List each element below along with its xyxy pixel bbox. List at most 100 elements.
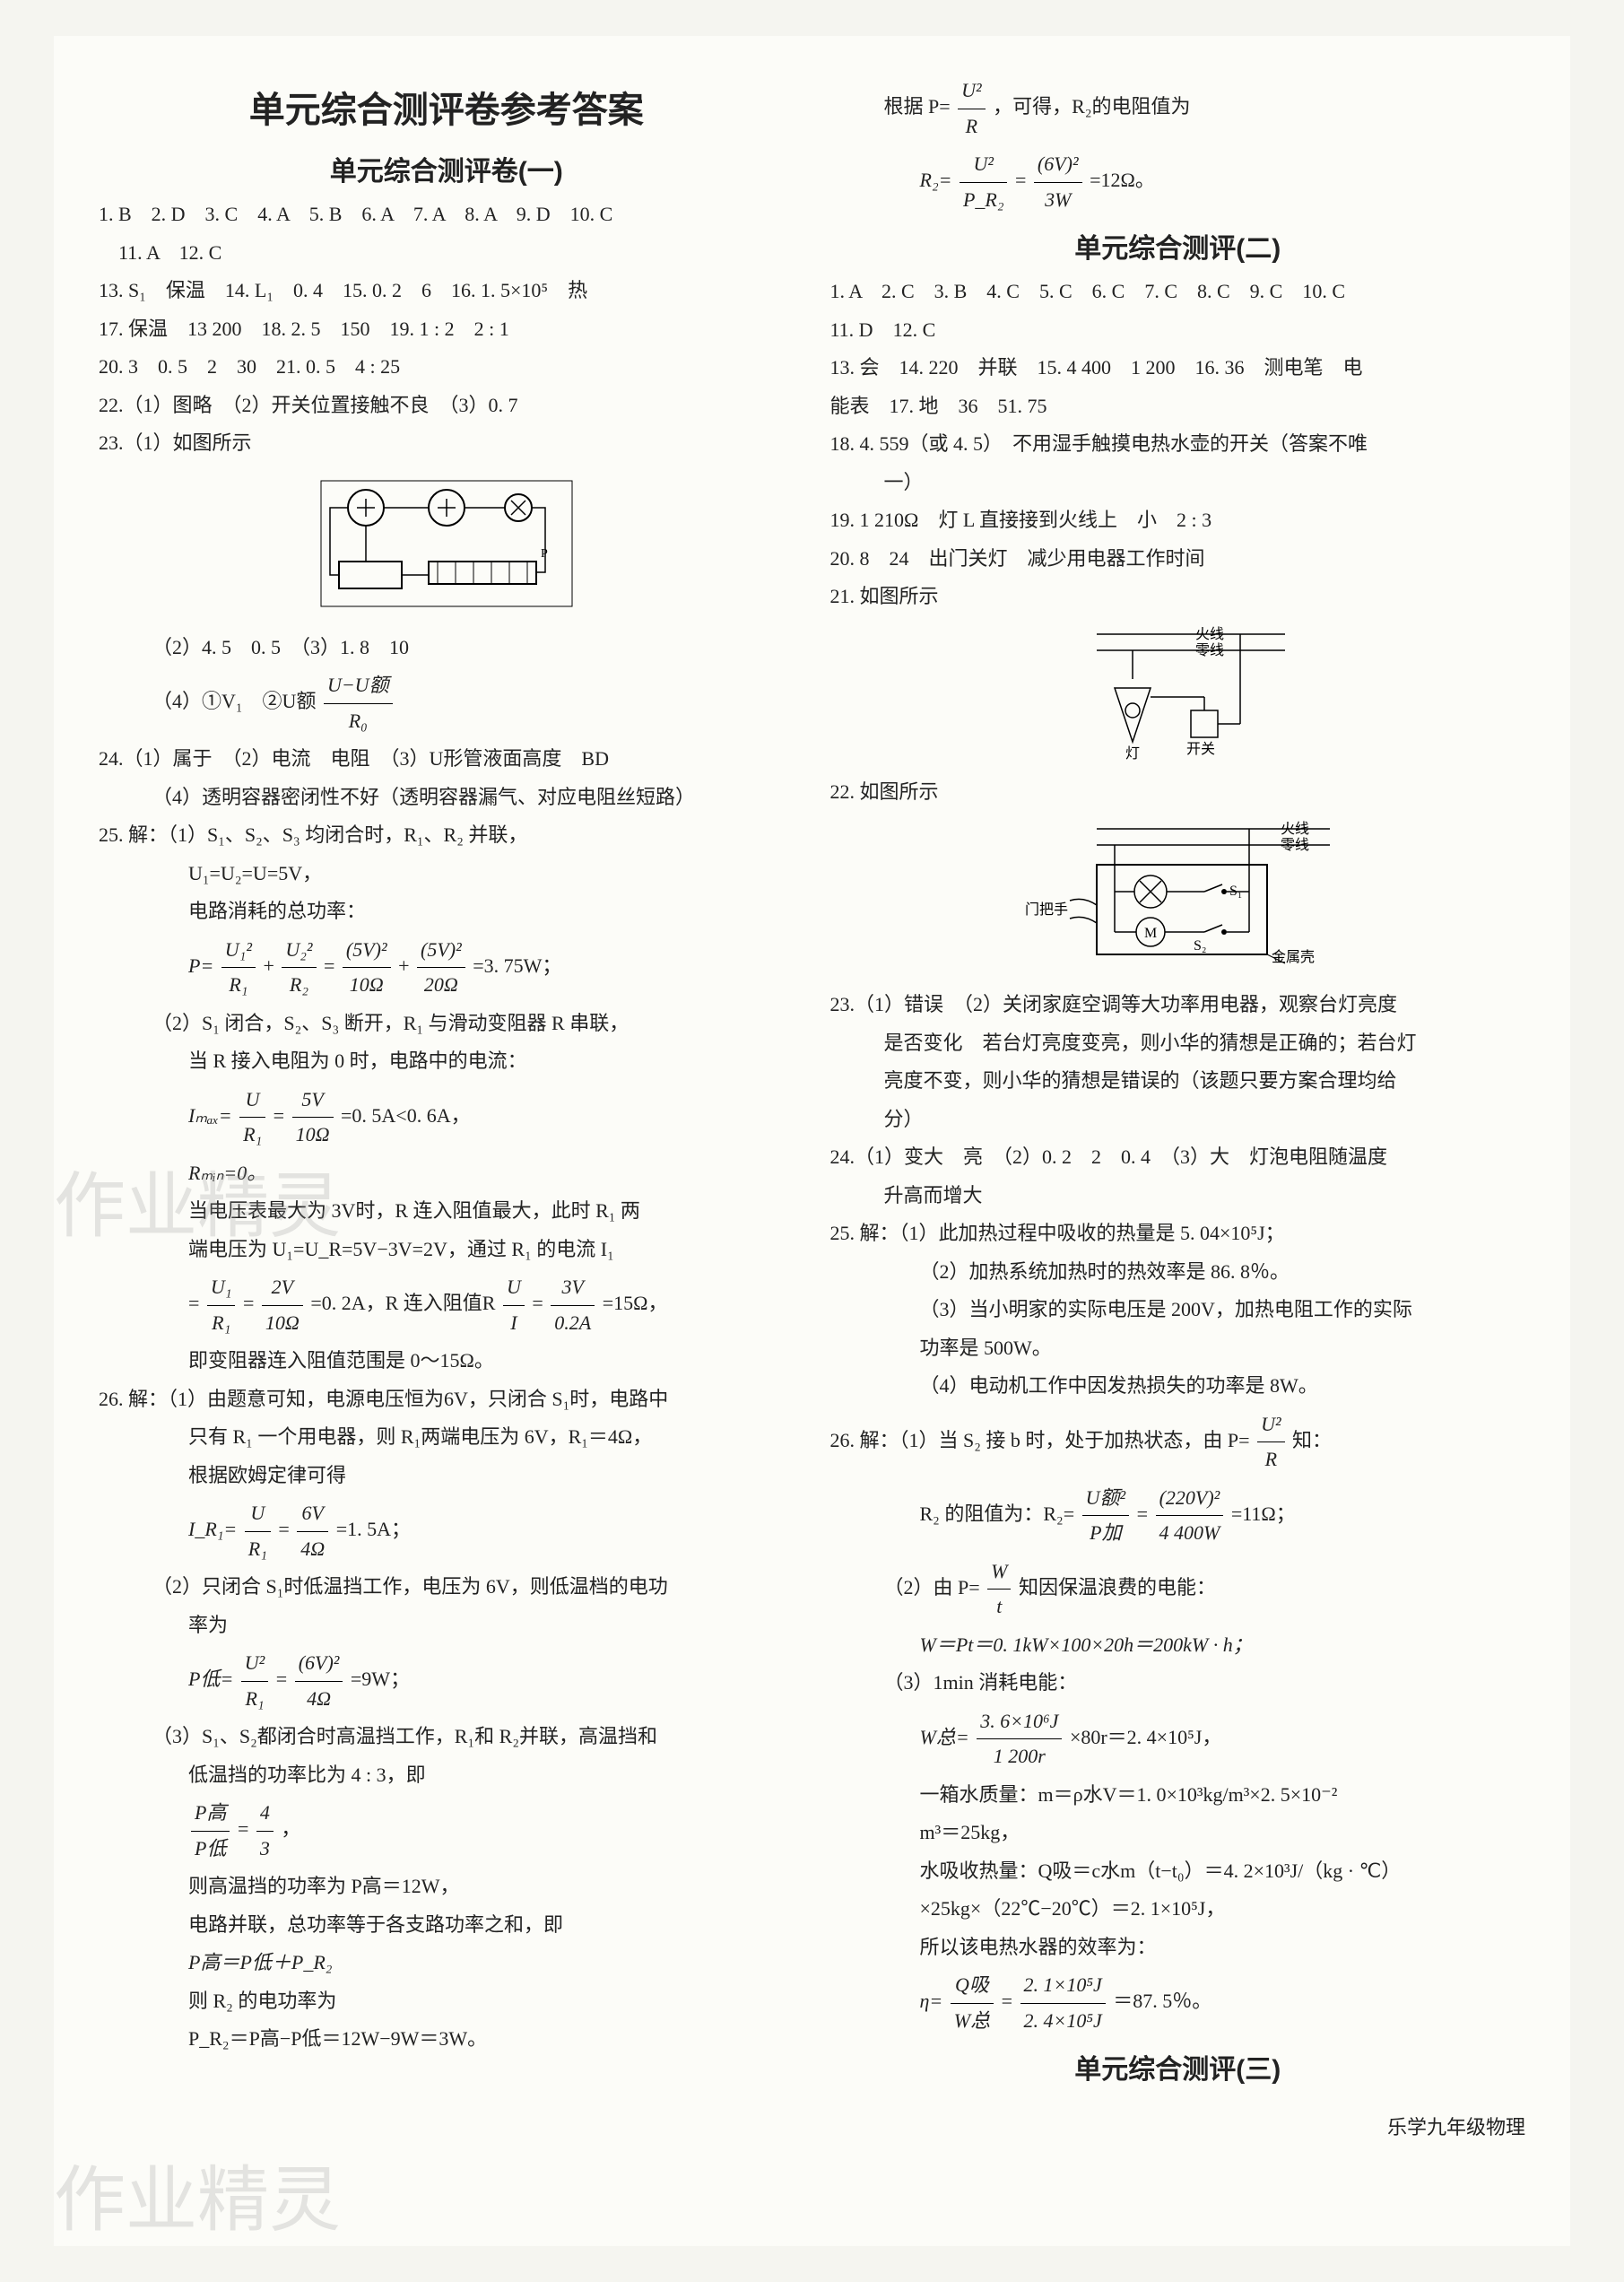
fraction: 2V10Ω xyxy=(262,1270,303,1340)
text: η= xyxy=(920,1990,943,2012)
text: = xyxy=(188,1292,199,1314)
text-line: 分） xyxy=(830,1102,1526,1137)
denominator: R₁ xyxy=(207,1306,236,1341)
text: （4）①V₁ ②U额 xyxy=(152,690,316,712)
text-line: （2）S₁ 闭合，S₂、S₃ 断开，R₁ 与滑动变阻器 R 串联， xyxy=(99,1006,795,1041)
text: W总= xyxy=(920,1726,969,1748)
text-line: （2）只闭合 S₁时低温挡工作，电压为 6V，则低温档的电功 xyxy=(99,1570,795,1605)
fraction: (6V)²4Ω xyxy=(295,1646,343,1716)
circuit-figure-3: 火线 零线 门把手 M S₁ S₂ xyxy=(830,820,1526,977)
fraction: Wt xyxy=(987,1555,1011,1624)
text-line: 11. A 12. C xyxy=(99,236,795,271)
denominator: R₁ xyxy=(239,1118,265,1153)
numerator: U² xyxy=(1257,1407,1284,1443)
denominator: P_R₂ xyxy=(960,183,1008,218)
fraction: U₂²R₂ xyxy=(282,933,316,1003)
formula-line: 26. 解：（1）当 S₂ 接 b 时，处于加热状态，由 P= U²R 知： xyxy=(830,1407,1526,1477)
text-line: 26. 解：（1）由题意可知，电源电压恒为6V，只闭合 S₁时，电路中 xyxy=(99,1382,795,1417)
circuit-figure-2: 火线 零线 灯 开关 xyxy=(830,625,1526,764)
circuit-figure-1: P xyxy=(99,472,795,620)
text-line: （3）S₁、S₂都闭合时高温挡工作，R₁和 R₂并联，高温挡和 xyxy=(99,1720,795,1755)
text: 26. 解：（1）当 S₂ 接 b 时，处于加热状态，由 P= xyxy=(830,1429,1250,1451)
fraction: UR₁ xyxy=(239,1083,265,1153)
text-line: 则 R₂ 的电功率为 xyxy=(99,1984,795,2019)
text-line: m³＝25kg， xyxy=(830,1816,1526,1851)
text-line: 20. 8 24 出门关灯 减少用电器工作时间 xyxy=(830,542,1526,577)
text-line: 23.（1）错误 （2）关闭家庭空调等大功率用电器，观察台灯亮度 xyxy=(830,988,1526,1023)
text: P= xyxy=(188,954,213,977)
text-line: W＝Pt＝0. 1kW×100×20h＝200kW · h； xyxy=(830,1628,1526,1663)
text-line: 率为 xyxy=(99,1608,795,1643)
fraction: 2. 1×10⁵J2. 4×10⁵J xyxy=(1020,1968,1106,2038)
denominator: 4 400W xyxy=(1156,1516,1224,1551)
formula-line: 根据 P= U²R ，可得，R₂的电阻值为 xyxy=(830,74,1526,144)
text-line: 20. 3 0. 5 2 30 21. 0. 5 4 : 25 xyxy=(99,350,795,385)
numerator: Q吸 xyxy=(951,1968,994,2004)
text-line: 亮度不变，则小华的猜想是错误的（该题只要方案合理均给 xyxy=(830,1064,1526,1099)
fraction: P高P低 xyxy=(191,1796,230,1866)
fraction: (5V)²20Ω xyxy=(417,933,465,1003)
denominator: P低 xyxy=(191,1832,230,1867)
denominator: R₁ xyxy=(245,1532,271,1567)
text: Iₘₐₓ= xyxy=(188,1104,232,1127)
formula-line: Iₘₐₓ= UR₁ = 5V10Ω =0. 5A<0. 6A， xyxy=(99,1083,795,1153)
text-line: 11. D 12. C xyxy=(830,313,1526,348)
numerator: U₁ xyxy=(207,1270,236,1306)
text: =0. 5A<0. 6A， xyxy=(341,1104,471,1127)
unit2-title: 单元综合测评(二) xyxy=(830,226,1526,266)
text-line: （4）电动机工作中因发热损失的功率是 8W。 xyxy=(830,1369,1526,1404)
text-line: Rₘᵢₙ=0。 xyxy=(99,1156,795,1191)
text-line: ×25kg×（22℃−20℃）＝2. 1×10⁵J， xyxy=(830,1892,1526,1927)
numerator: U xyxy=(503,1270,525,1306)
text-line: 25. 解：（1）此加热过程中吸收的热量是 5. 04×10⁵J； xyxy=(830,1216,1526,1251)
numerator: 3V xyxy=(551,1270,595,1306)
text-line: 24.（1）属于 （2）电流 电阻 （3）U形管液面高度 BD xyxy=(99,742,795,777)
fraction: 5V10Ω xyxy=(292,1083,334,1153)
denominator: P加 xyxy=(1082,1516,1129,1551)
svg-text:M: M xyxy=(1144,926,1157,941)
numerator: U₁² xyxy=(221,933,256,969)
right-column: 根据 P= U²R ，可得，R₂的电阻值为 R₂= U²P_R₂ = (6V)²… xyxy=(830,72,1526,2210)
denominator: I xyxy=(503,1306,525,1341)
text: = xyxy=(1137,1502,1148,1525)
left-column: 单元综合测评卷参考答案 单元综合测评卷(一) 1. B 2. D 3. C 4.… xyxy=(99,72,795,2210)
denominator: R₂ xyxy=(282,968,316,1003)
numerator: 2V xyxy=(262,1270,303,1306)
text-line: 则高温挡的功率为 P高＝12W， xyxy=(99,1869,795,1904)
denominator: R xyxy=(1257,1442,1284,1477)
text-line: 23.（1）如图所示 xyxy=(99,426,795,461)
text-line: （2）4. 5 0. 5 （3）1. 8 10 xyxy=(99,631,795,666)
text: + xyxy=(263,954,274,977)
formula-line: R₂ 的阻值为：R₂= U额²P加 = (220V)²4 400W =11Ω； xyxy=(830,1481,1526,1551)
text-line: （2）加热系统加热时的热效率是 86. 8％。 xyxy=(830,1255,1526,1290)
text-line: 根据欧姆定律可得 xyxy=(99,1459,795,1494)
denominator: 10Ω xyxy=(343,968,391,1003)
text: = xyxy=(276,1668,287,1690)
svg-text:开关: 开关 xyxy=(1186,741,1215,757)
denominator: 1 200r xyxy=(977,1739,1062,1774)
text: =9W； xyxy=(351,1668,410,1690)
formula-line: R₂= U²P_R₂ = (6V)²3W =12Ω。 xyxy=(830,147,1526,217)
numerator: (6V)² xyxy=(295,1646,343,1682)
numerator: 4 xyxy=(256,1796,274,1832)
page-footer: 乐学九年级物理 xyxy=(830,2112,1526,2140)
formula-line: P= U₁²R₁ + U₂²R₂ = (5V)²10Ω + (5V)²20Ω =… xyxy=(99,933,795,1003)
text-line: 升高而增大 xyxy=(830,1179,1526,1214)
numerator: U² xyxy=(958,74,985,109)
numerator: W xyxy=(987,1555,1011,1590)
numerator: P高 xyxy=(191,1796,230,1832)
text-line: 22.（1）图略 （2）开关位置接触不良 （3）0. 7 xyxy=(99,388,795,423)
text: + xyxy=(398,954,409,977)
text-line: 所以该电热水器的效率为： xyxy=(830,1930,1526,1965)
fraction: 6V4Ω xyxy=(297,1496,328,1566)
fraction: (5V)²10Ω xyxy=(343,933,391,1003)
text-line: 一箱水质量：m＝ρ水V＝1. 0×10³kg/m³×2. 5×10⁻² xyxy=(830,1778,1526,1813)
text: 知因保温浪费的电能： xyxy=(1019,1576,1216,1598)
text-line: 1. B 2. D 3. C 4. A 5. B 6. A 7. A 8. A … xyxy=(99,197,795,232)
text: ，可得，R₂的电阻值为 xyxy=(993,95,1190,118)
text-line: 只有 R₁ 一个用电器，则 R₁两端电压为 6V，R₁＝4Ω， xyxy=(99,1420,795,1455)
text-line: 电路消耗的总功率： xyxy=(99,894,795,929)
unit1-title: 单元综合测评卷(一) xyxy=(99,149,795,188)
text-line: 21. 如图所示 xyxy=(830,579,1526,614)
text: I_R₁= xyxy=(188,1518,237,1540)
